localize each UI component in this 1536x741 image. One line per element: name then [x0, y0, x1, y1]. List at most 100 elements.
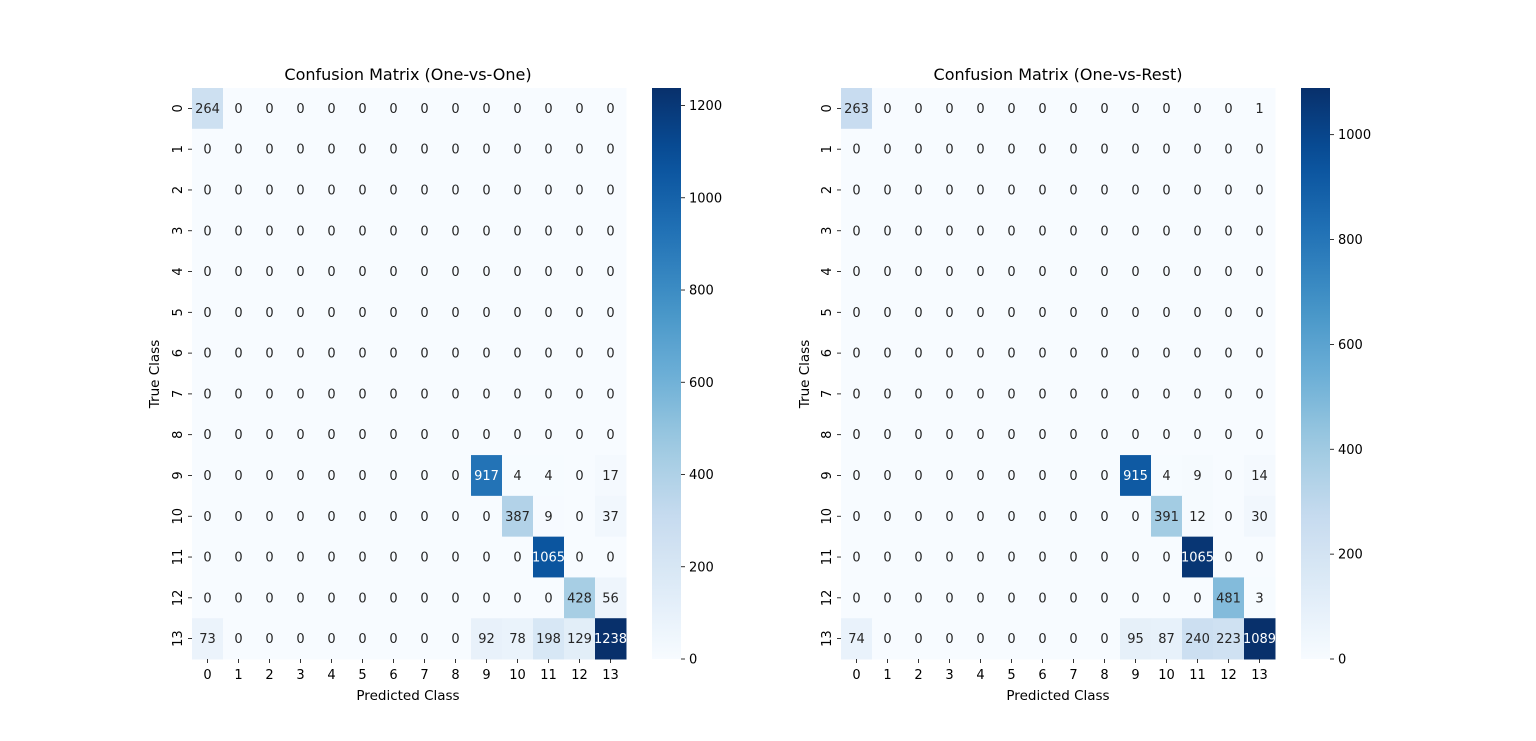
heatmap-cell	[533, 251, 565, 293]
cell-value-label: 0	[420, 224, 428, 239]
heatmap-cell	[378, 577, 410, 619]
heatmap-cell	[965, 536, 997, 578]
heatmap-cell	[1244, 88, 1276, 130]
cell-value-label: 0	[1069, 102, 1077, 117]
cell-value-label: 0	[482, 143, 490, 158]
heatmap-cell	[1182, 373, 1214, 415]
heatmap-cell	[192, 373, 224, 415]
heatmap-cell	[903, 577, 935, 619]
cell-value-label: 0	[358, 265, 366, 280]
heatmap-cell	[841, 618, 873, 660]
heatmap-cell	[409, 332, 441, 374]
heatmap-cell	[841, 577, 873, 619]
cell-value-label: 0	[1193, 347, 1201, 362]
heatmap-cell	[254, 455, 286, 497]
heatmap-cell	[1213, 210, 1245, 252]
heatmap-cell	[595, 414, 627, 456]
heatmap-cell	[934, 577, 966, 619]
cell-value-label: 0	[1038, 632, 1046, 647]
heatmap-cell	[1213, 495, 1245, 538]
heatmap-cell	[1027, 88, 1059, 130]
heatmap-cell	[1027, 251, 1059, 293]
heatmap-cell	[872, 88, 904, 130]
cell-value-label: 0	[575, 306, 583, 321]
heatmap-cell	[872, 536, 904, 578]
cell-value-label: 9	[1193, 469, 1201, 484]
cell-value-label: 0	[1131, 510, 1139, 525]
cell-value-label: 0	[883, 102, 891, 117]
cell-value-label: 0	[1069, 551, 1077, 566]
cell-value-label: 0	[389, 306, 397, 321]
cell-value-label: 0	[883, 183, 891, 198]
cell-value-label: 0	[1224, 347, 1232, 362]
cell-value-label: 0	[265, 183, 273, 198]
cell-value-label: 0	[914, 265, 922, 280]
heatmap-cell	[254, 128, 286, 171]
heatmap-cell	[595, 88, 627, 130]
y-tick-label: 5	[820, 308, 835, 316]
cell-value-label: 0	[1193, 591, 1201, 606]
cell-value-label: 0	[976, 224, 984, 239]
cell-value-label: 0	[1131, 102, 1139, 117]
heatmap-cell	[1089, 577, 1121, 619]
heatmap-cell	[347, 414, 379, 456]
y-tick-label: 7	[820, 390, 835, 398]
cell-value-label: 0	[976, 469, 984, 484]
heatmap-cell	[1058, 128, 1090, 171]
cell-value-label: 0	[606, 306, 614, 321]
heatmap-cell	[533, 495, 565, 538]
cell-value-label: 0	[296, 591, 304, 606]
cell-value-label: 0	[544, 143, 552, 158]
cell-value-label: 0	[575, 265, 583, 280]
heatmap-cell	[1120, 455, 1152, 497]
chart-title: Confusion Matrix (One-vs-One)	[284, 65, 531, 84]
cell-value-label: 37	[602, 510, 619, 525]
heatmap-cell	[996, 373, 1028, 415]
cell-value-label: 0	[945, 551, 953, 566]
cell-value-label: 0	[451, 591, 459, 606]
heatmap-cell	[471, 495, 503, 538]
colorbar-tick-label: 200	[689, 560, 714, 575]
cell-value-label: 264	[195, 102, 220, 117]
cell-value-label: 0	[976, 632, 984, 647]
heatmap-cell	[1120, 414, 1152, 456]
heatmap-cell	[347, 210, 379, 252]
heatmap-cell	[996, 128, 1028, 171]
cell-value-label: 0	[420, 632, 428, 647]
cell-value-label: 0	[1255, 224, 1263, 239]
cell-value-label: 0	[327, 469, 335, 484]
heatmap-cell	[1058, 169, 1090, 211]
cell-value-label: 0	[451, 632, 459, 647]
cell-value-label: 0	[1100, 224, 1108, 239]
heatmap-cell	[347, 332, 379, 374]
x-tick-label: 7	[420, 668, 428, 683]
heatmap-cell	[1213, 332, 1245, 374]
heatmap-cell	[533, 577, 565, 619]
heatmap-cell	[440, 291, 472, 334]
x-tick-label: 9	[482, 668, 490, 683]
heatmap-cell	[1058, 88, 1090, 130]
heatmap-cell	[1182, 414, 1214, 456]
heatmap-cell	[564, 128, 596, 171]
cell-value-label: 0	[265, 143, 273, 158]
cell-value-label: 0	[976, 102, 984, 117]
cell-value-label: 0	[914, 224, 922, 239]
heatmap-cell	[378, 128, 410, 171]
cell-value-label: 0	[1069, 306, 1077, 321]
heatmap-cell	[1244, 618, 1276, 660]
cell-value-label: 0	[852, 510, 860, 525]
heatmap-cell	[872, 210, 904, 252]
y-tick-label: 10	[820, 508, 835, 525]
heatmap-cell	[316, 128, 348, 171]
cell-value-label: 4	[1162, 469, 1170, 484]
cell-value-label: 0	[203, 143, 211, 158]
cell-value-label: 0	[1038, 551, 1046, 566]
heatmap-cell	[903, 210, 935, 252]
heatmap-cell	[378, 536, 410, 578]
cell-value-label: 0	[265, 551, 273, 566]
heatmap-cell	[1182, 495, 1214, 538]
cell-value-label: 1065	[1181, 551, 1214, 566]
heatmap-cell	[378, 455, 410, 497]
cell-value-label: 0	[544, 428, 552, 443]
y-tick-label: 6	[820, 349, 835, 357]
